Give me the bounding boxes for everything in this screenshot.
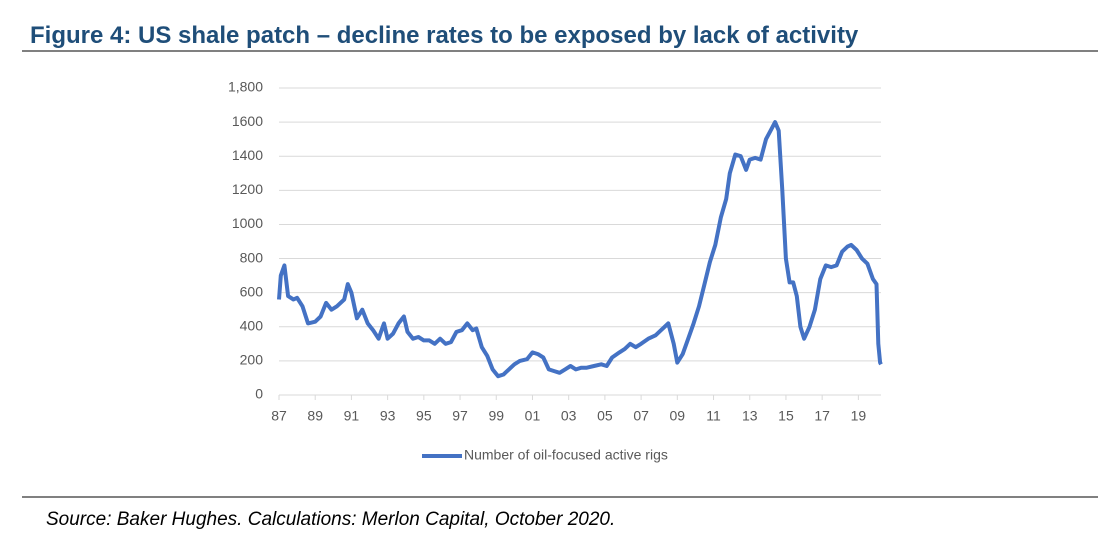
y-tick-label: 1400	[232, 147, 263, 163]
y-tick-label: 1000	[232, 215, 263, 231]
x-tick-label: 07	[633, 408, 649, 424]
x-tick-label: 19	[851, 408, 867, 424]
x-tick-label: 95	[416, 408, 432, 424]
x-tick-label: 01	[525, 408, 541, 424]
x-tick-label: 89	[307, 408, 323, 424]
y-tick-label: 1,800	[228, 79, 263, 95]
x-tick-label: 09	[670, 408, 686, 424]
x-tick-label: 99	[488, 408, 504, 424]
y-tick-label: 0	[255, 386, 263, 402]
y-tick-label: 200	[240, 352, 264, 368]
y-tick-label: 800	[240, 249, 264, 265]
y-tick-label: 600	[240, 283, 264, 299]
y-tick-label: 1200	[232, 181, 263, 197]
y-tick-label: 1600	[232, 113, 263, 129]
x-tick-label: 05	[597, 408, 613, 424]
x-tick-label: 93	[380, 408, 396, 424]
x-tick-label: 11	[706, 408, 721, 424]
x-tick-label: 97	[452, 408, 468, 424]
chart-title: Figure 4: US shale patch – decline rates…	[30, 22, 859, 49]
x-tick-label: 15	[778, 408, 794, 424]
source-note: Source: Baker Hughes. Calculations: Merl…	[46, 509, 615, 530]
x-tick-label: 87	[271, 408, 287, 424]
y-tick-label: 400	[240, 317, 264, 333]
data-line	[277, 120, 883, 379]
legend-label: Number of oil-focused active rigs	[464, 447, 668, 463]
x-tick-label: 13	[742, 408, 758, 424]
x-tick-label: 17	[814, 408, 830, 424]
x-tick-label: 91	[344, 408, 360, 424]
x-tick-label: 03	[561, 408, 577, 424]
